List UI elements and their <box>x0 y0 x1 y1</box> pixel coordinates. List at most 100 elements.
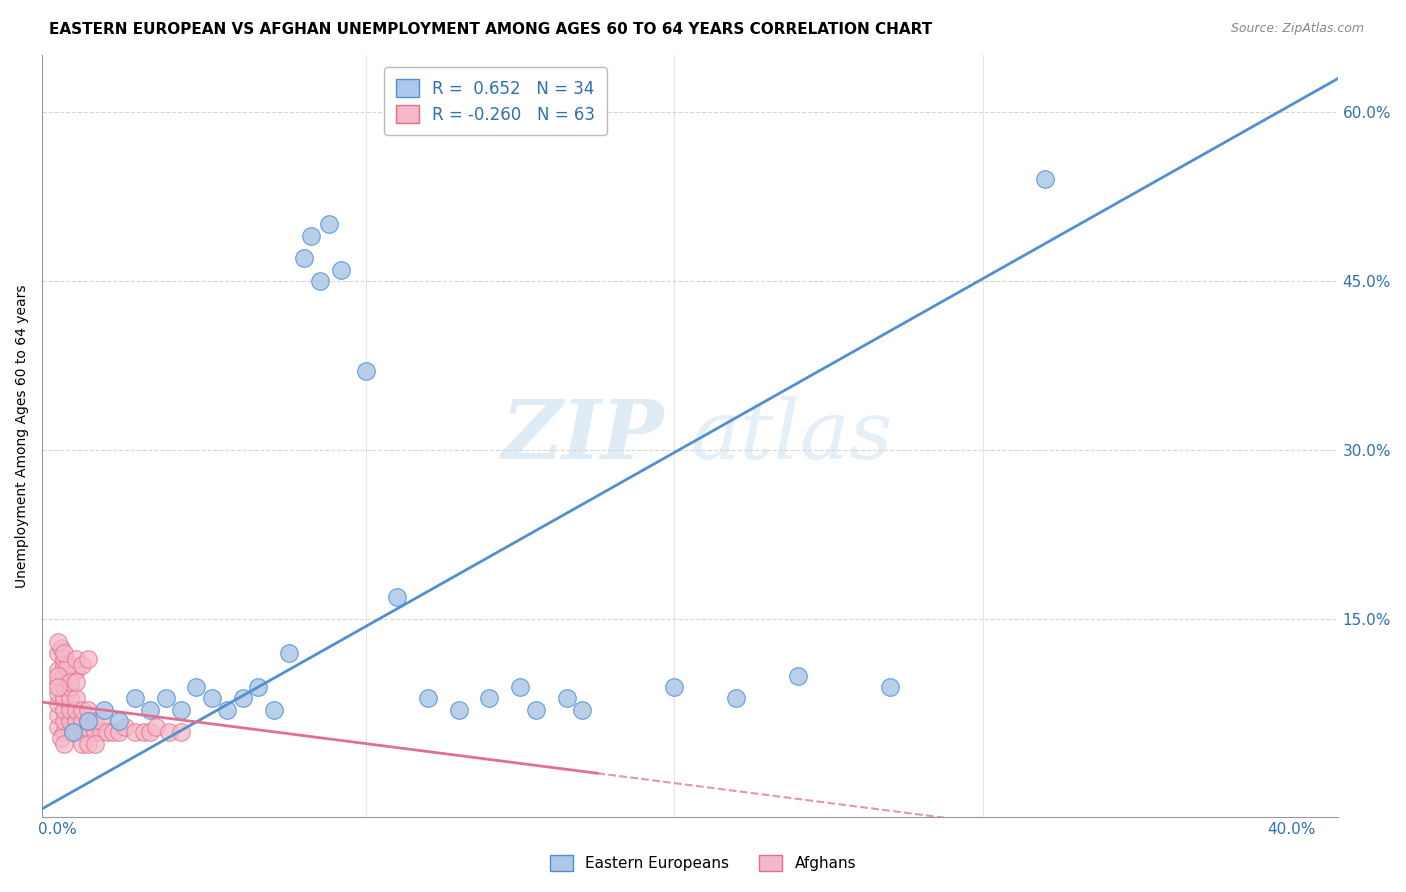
Point <box>46 674 69 689</box>
Point <box>77 714 100 728</box>
Point <box>83 714 105 728</box>
Point <box>330 262 353 277</box>
Point <box>155 691 177 706</box>
Point <box>1033 172 1056 186</box>
Point <box>46 720 69 734</box>
Point <box>447 703 470 717</box>
Point <box>354 364 377 378</box>
Point <box>65 663 87 677</box>
Legend: Eastern Europeans, Afghans: Eastern Europeans, Afghans <box>544 849 862 877</box>
Point <box>90 714 112 728</box>
Point <box>124 725 146 739</box>
Point <box>96 725 118 739</box>
Point <box>59 669 82 683</box>
Point <box>478 691 501 706</box>
Point <box>49 640 72 655</box>
Point <box>114 720 136 734</box>
Point <box>46 686 69 700</box>
Point <box>52 703 75 717</box>
Point <box>62 725 84 739</box>
Point <box>263 703 285 717</box>
Point <box>416 691 439 706</box>
Point <box>52 652 75 666</box>
Point <box>46 697 69 711</box>
Point <box>108 714 131 728</box>
Point <box>77 737 100 751</box>
Point <box>56 660 79 674</box>
Point <box>524 703 547 717</box>
Point <box>170 703 193 717</box>
Point <box>59 714 82 728</box>
Point <box>52 646 75 660</box>
Point <box>132 725 155 739</box>
Point <box>59 703 82 717</box>
Point <box>46 708 69 723</box>
Point <box>139 725 162 739</box>
Point <box>93 703 115 717</box>
Point <box>555 691 578 706</box>
Point <box>83 725 105 739</box>
Point <box>77 714 100 728</box>
Point <box>299 228 322 243</box>
Text: atlas: atlas <box>690 396 893 476</box>
Point <box>278 646 301 660</box>
Point <box>72 657 94 672</box>
Point <box>46 680 69 694</box>
Text: ZIP: ZIP <box>502 396 664 476</box>
Legend: R =  0.652   N = 34, R = -0.260   N = 63: R = 0.652 N = 34, R = -0.260 N = 63 <box>384 67 607 136</box>
Point <box>59 657 82 672</box>
Point <box>77 725 100 739</box>
Point <box>65 703 87 717</box>
Point <box>725 691 748 706</box>
Point <box>879 680 901 694</box>
Point <box>786 669 808 683</box>
Point <box>571 703 593 717</box>
Point <box>72 737 94 751</box>
Point <box>186 680 208 694</box>
Point <box>65 714 87 728</box>
Point <box>101 725 124 739</box>
Point <box>83 737 105 751</box>
Point <box>65 674 87 689</box>
Point <box>65 691 87 706</box>
Point <box>52 657 75 672</box>
Point <box>72 725 94 739</box>
Point <box>90 725 112 739</box>
Point <box>65 652 87 666</box>
Point <box>59 680 82 694</box>
Point <box>247 680 270 694</box>
Point <box>49 731 72 745</box>
Point <box>65 725 87 739</box>
Point <box>46 663 69 677</box>
Point <box>52 669 75 683</box>
Point <box>108 725 131 739</box>
Text: EASTERN EUROPEAN VS AFGHAN UNEMPLOYMENT AMONG AGES 60 TO 64 YEARS CORRELATION CH: EASTERN EUROPEAN VS AFGHAN UNEMPLOYMENT … <box>49 22 932 37</box>
Point <box>52 691 75 706</box>
Point <box>157 725 180 739</box>
Point <box>77 703 100 717</box>
Point <box>46 669 69 683</box>
Point <box>232 691 254 706</box>
Point <box>201 691 224 706</box>
Y-axis label: Unemployment Among Ages 60 to 64 years: Unemployment Among Ages 60 to 64 years <box>15 285 30 588</box>
Point <box>46 635 69 649</box>
Point <box>217 703 239 717</box>
Point <box>72 703 94 717</box>
Point <box>124 691 146 706</box>
Point <box>59 674 82 689</box>
Point <box>308 274 330 288</box>
Point <box>77 652 100 666</box>
Point <box>52 680 75 694</box>
Point <box>385 590 408 604</box>
Point <box>59 691 82 706</box>
Point <box>509 680 531 694</box>
Text: Source: ZipAtlas.com: Source: ZipAtlas.com <box>1230 22 1364 36</box>
Point <box>139 703 162 717</box>
Point <box>318 218 340 232</box>
Point <box>664 680 686 694</box>
Point <box>292 252 315 266</box>
Point <box>145 720 167 734</box>
Point <box>59 725 82 739</box>
Point <box>46 646 69 660</box>
Point <box>72 714 94 728</box>
